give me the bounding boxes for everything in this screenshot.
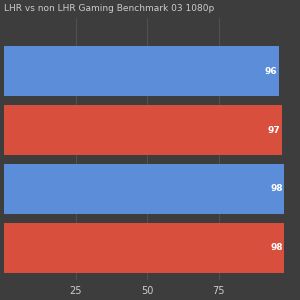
Text: LHR vs non LHR Gaming Benchmark 03 1080p: LHR vs non LHR Gaming Benchmark 03 1080p bbox=[4, 4, 214, 13]
Text: 98: 98 bbox=[270, 184, 283, 194]
Bar bbox=[4, 105, 281, 155]
Text: 96: 96 bbox=[265, 67, 277, 76]
Text: 97: 97 bbox=[267, 125, 280, 134]
Bar bbox=[4, 46, 279, 96]
Bar bbox=[4, 164, 284, 214]
Bar bbox=[4, 223, 284, 273]
Text: 98: 98 bbox=[270, 243, 283, 252]
